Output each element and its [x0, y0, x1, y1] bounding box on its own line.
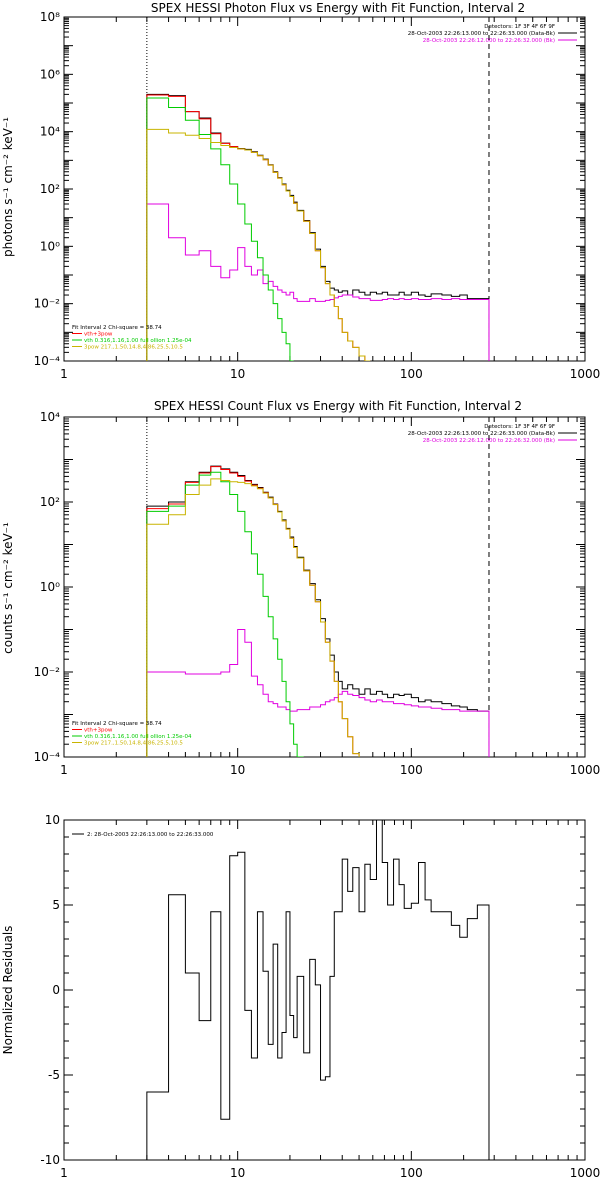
count-flux-series-group — [146, 465, 490, 757]
photon-flux-fit-legend-entry: vth 0.316,1.16,1.00 full ollion 1.25e-04 — [84, 338, 192, 344]
residuals-y-tick-label: 10 — [45, 813, 60, 827]
residuals-ylabel: Normalized Residuals — [1, 926, 15, 1055]
count-flux-series-vth-3pow — [146, 466, 360, 757]
photon-flux-series-vth — [146, 97, 294, 361]
count-flux-title: SPEX HESSI Count Flux vs Energy with Fit… — [154, 399, 522, 413]
residuals-x-tick-label: 1000 — [570, 1166, 600, 1180]
photon-flux-y-tick-label: 10⁴ — [40, 125, 60, 139]
count-flux-fit-legend-entry: Fit Interval 2 Chi-square = 38.74 — [72, 721, 162, 727]
count-flux-x-tick-label: 10 — [230, 763, 245, 777]
count-flux-legend-entry: Detectors: 1F 3F 4F 6F 9F — [484, 424, 555, 430]
residuals-y-tick-label: -5 — [48, 1068, 60, 1082]
count-flux-y-tick-label: 10⁴ — [40, 410, 60, 424]
count-flux-plot-frame — [63, 416, 586, 758]
count-flux-series-vth — [146, 471, 304, 757]
photon-flux-y-tick-label: 10⁰ — [40, 239, 60, 253]
photon-flux-panel: SPEX HESSI Photon Flux vs Energy with Fi… — [1, 1, 600, 381]
photon-flux-fit-legend-entry: vth+3pow — [84, 332, 113, 338]
photon-flux-legend-entry: 28-Oct-2003 22:26:13.000 to 22:26:33.000… — [408, 31, 555, 37]
residuals-series-residuals — [146, 820, 490, 1160]
photon-flux-series-bk — [146, 203, 490, 361]
photon-flux-y-tick-label: 10⁻² — [34, 297, 61, 311]
photon-flux-x-tick-label: 100 — [400, 367, 423, 381]
count-flux-fit-legend-entry: vth 0.316,1.16,1.00 full ollion 1.25e-04 — [84, 734, 192, 740]
residuals-series-group — [146, 820, 490, 1160]
photon-flux-plot-frame — [63, 16, 586, 362]
residuals-y-tick-label: -10 — [40, 1153, 60, 1167]
residuals-plot-frame — [63, 819, 586, 1161]
photon-flux-fit-legend-entry: Fit Interval 2 Chi-square = 38.74 — [72, 325, 162, 331]
photon-flux-x-tick-label: 1 — [60, 367, 68, 381]
photon-flux-fit-legend-entry: 3pow 217.,1.50,14.8,4.86,25.5,10.5 — [84, 345, 183, 351]
count-flux-y-tick-label: 10⁰ — [40, 580, 60, 594]
photon-flux-legend-entry: Detectors: 1F 3F 4F 6F 9F — [484, 24, 555, 30]
count-flux-legend-entry: 28-Oct-2003 22:26:12.000 to 22:26:32.000… — [423, 438, 555, 444]
residuals-y-tick-label: 5 — [52, 898, 60, 912]
photon-flux-x-tick-label: 10 — [230, 367, 245, 381]
residuals-x-tick-label: 1 — [60, 1166, 68, 1180]
count-flux-y-tick-label: 10⁻² — [34, 665, 61, 679]
count-flux-y-tick-label: 10² — [40, 495, 60, 509]
count-flux-x-tick-label: 1000 — [570, 763, 600, 777]
count-flux-x-tick-label: 1 — [60, 763, 68, 777]
residuals-x-tick-label: 10 — [230, 1166, 245, 1180]
count-flux-y-tick-label: 10⁻⁴ — [34, 750, 61, 764]
photon-flux-legend-entry: 28-Oct-2003 22:26:12.000 to 22:26:32.000… — [423, 38, 555, 44]
photon-flux-series-group — [146, 93, 490, 361]
count-flux-series-bk — [146, 629, 490, 757]
count-flux-panel: SPEX HESSI Count Flux vs Energy with Fit… — [1, 399, 600, 777]
photon-flux-x-tick-label: 1000 — [570, 367, 600, 381]
residuals-x-tick-label: 100 — [400, 1166, 423, 1180]
count-flux-series-3pow — [146, 478, 360, 757]
residuals-legend-entry: 2: 28-Oct-2003 22:26:13.000 to 22:26:33.… — [87, 832, 214, 838]
photon-flux-series-vth-3pow — [146, 94, 371, 361]
count-flux-fit-legend-entry: vth+3pow — [84, 728, 113, 734]
photon-flux-ylabel: photons s⁻¹ cm⁻² keV⁻¹ — [1, 117, 15, 257]
residuals-y-tick-label: 0 — [52, 983, 60, 997]
count-flux-ylabel: counts s⁻¹ cm⁻² keV⁻¹ — [1, 522, 15, 654]
count-flux-x-tick-label: 100 — [400, 763, 423, 777]
photon-flux-y-tick-label: 10² — [40, 182, 60, 196]
count-flux-series-data-bk — [146, 465, 490, 757]
photon-flux-y-tick-label: 10⁶ — [40, 67, 60, 81]
photon-flux-title: SPEX HESSI Photon Flux vs Energy with Fi… — [151, 1, 525, 15]
count-flux-legend-entry: 28-Oct-2003 22:26:13.000 to 22:26:33.000… — [408, 431, 555, 437]
photon-flux-y-tick-label: 10⁻⁴ — [34, 354, 61, 368]
count-flux-fit-legend-entry: 3pow 217.,1.50,14.8,4.86,25.5,10.5 — [84, 741, 183, 747]
residuals-panel: Normalized Residuals 1 10 100 1000 -10 -5 0 5 10… — [1, 813, 600, 1180]
photon-flux-y-tick-label: 10⁸ — [40, 10, 60, 24]
photon-flux-series-3pow — [146, 128, 371, 361]
photon-flux-series-data-bk — [146, 93, 490, 361]
